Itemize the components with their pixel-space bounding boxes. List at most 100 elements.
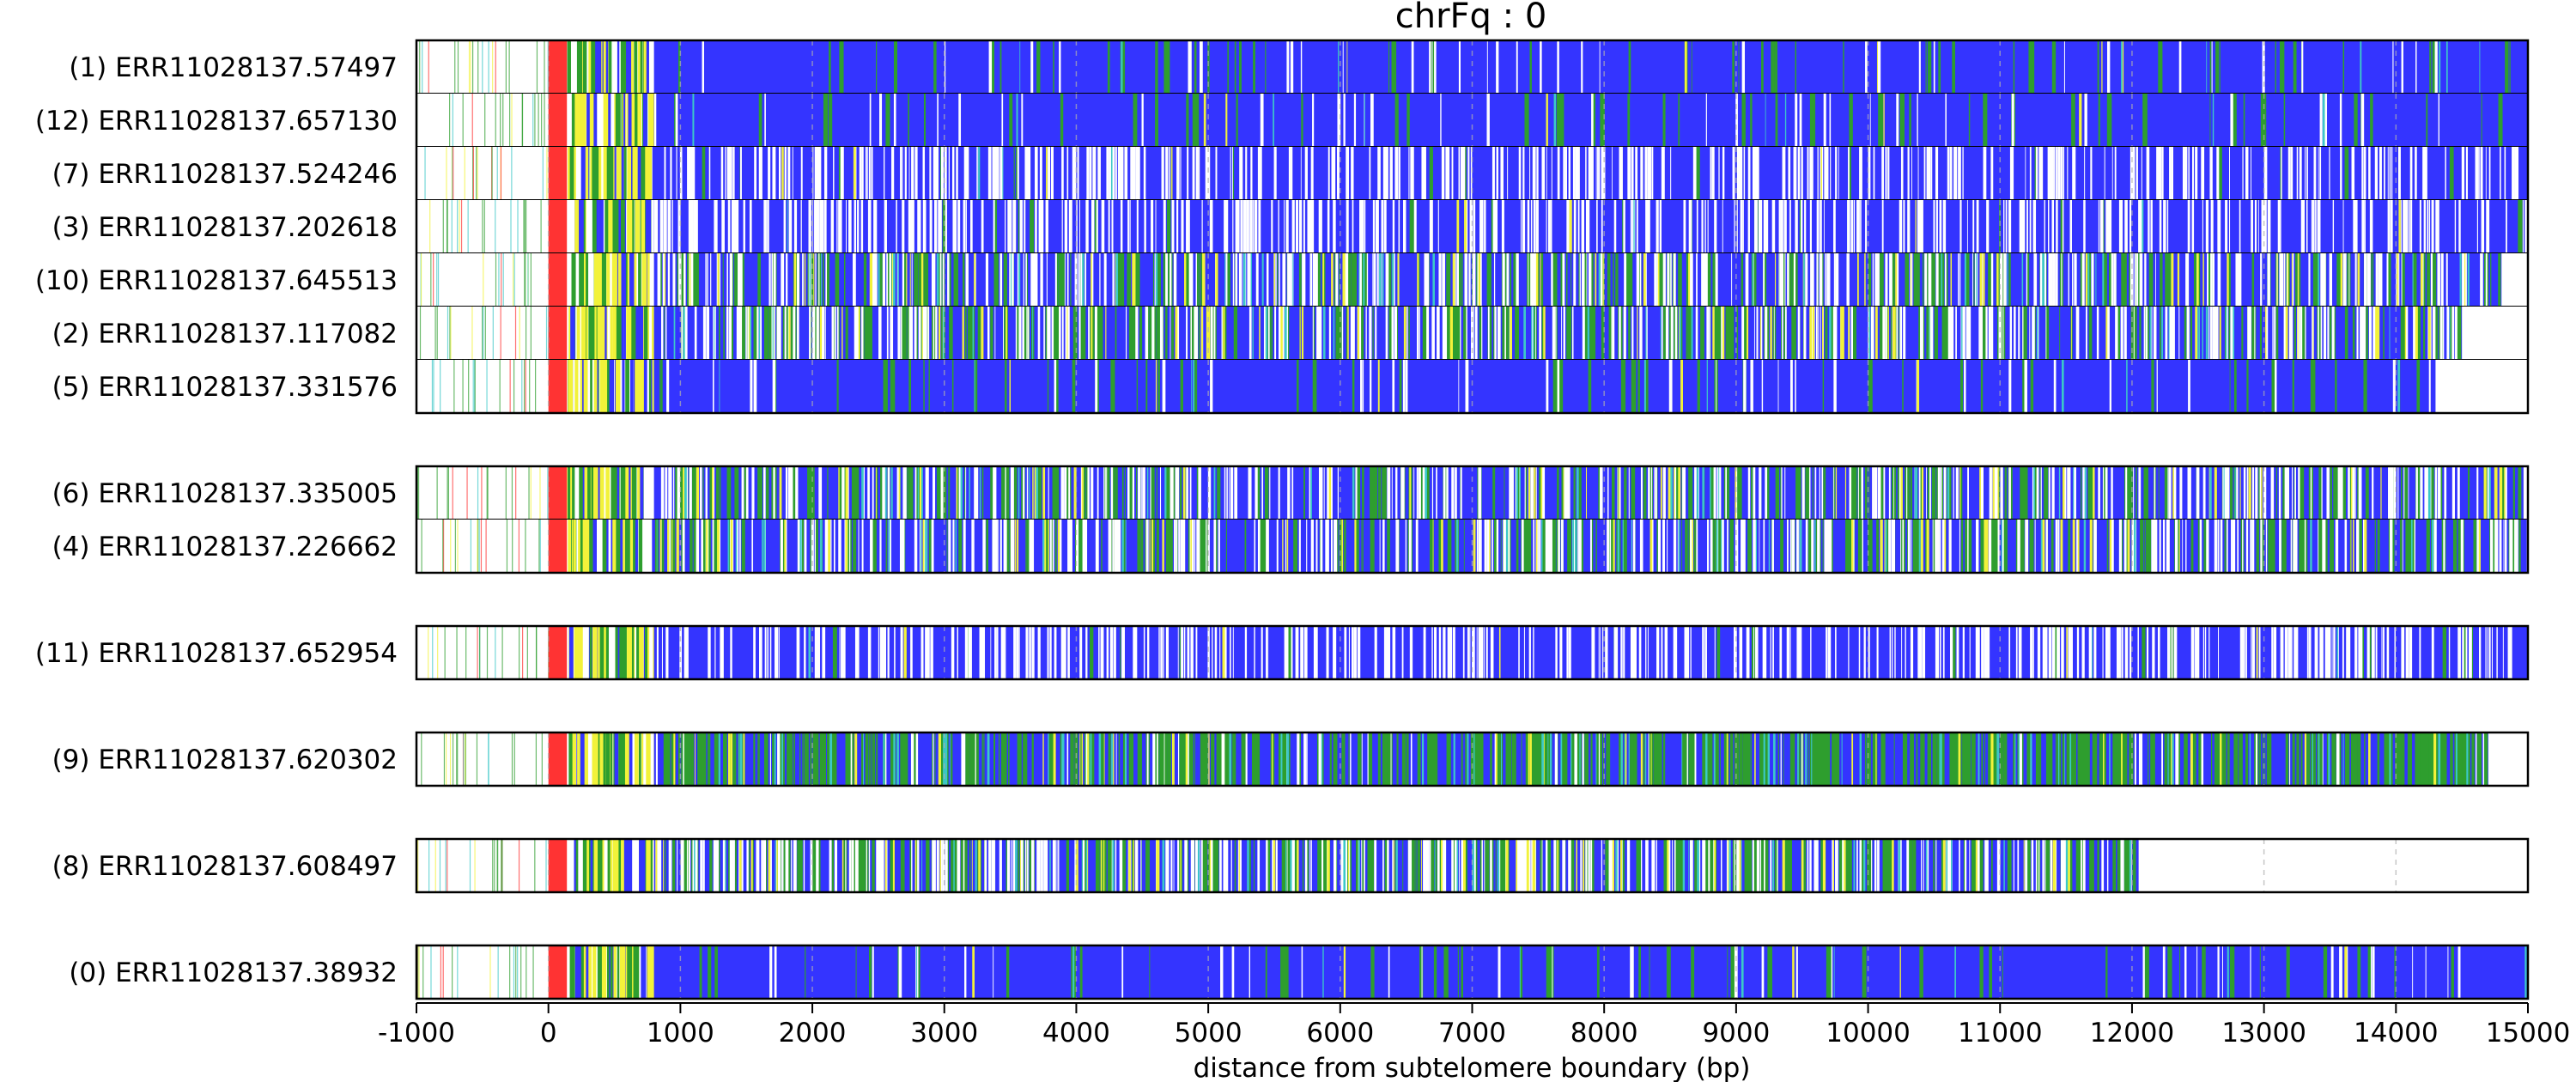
variant-mark-gap xyxy=(1167,147,1169,200)
variant-mark-gap xyxy=(2154,520,2158,573)
variant-mark-gap xyxy=(917,200,919,253)
variant-mark-gap xyxy=(2260,520,2263,573)
variant-mark-gap xyxy=(2214,520,2218,573)
variant-mark-gap xyxy=(1796,520,1799,573)
variant-mark-gap xyxy=(2282,626,2284,679)
variant-mark-gap xyxy=(1431,40,1433,94)
transition-mark xyxy=(617,307,622,360)
variant-mark-green xyxy=(908,360,912,413)
variant-mark-gap xyxy=(2511,626,2512,679)
transition-mark xyxy=(626,307,630,360)
variant-mark-gap xyxy=(2292,253,2294,307)
variant-mark-gap xyxy=(1318,307,1321,360)
variant-mark-gap xyxy=(1941,520,1946,573)
variant-mark-gap xyxy=(1327,147,1330,200)
variant-mark-green xyxy=(1335,307,1340,360)
variant-mark-gap xyxy=(933,307,935,360)
variant-mark-gap xyxy=(1935,200,1938,253)
variant-mark-green xyxy=(660,253,662,307)
variant-mark-gap xyxy=(2056,200,2058,253)
variant-mark-gap xyxy=(1896,94,1899,147)
variant-mark-green xyxy=(2256,520,2260,573)
variant-mark-gap xyxy=(2183,147,2185,200)
variant-mark-gap xyxy=(774,147,776,200)
variant-mark-gap xyxy=(788,466,792,520)
variant-mark-teal xyxy=(1358,253,1360,307)
variant-mark-gap xyxy=(902,200,905,253)
transition-mark xyxy=(603,94,607,147)
variant-mark-gap xyxy=(1698,466,1699,520)
variant-mark-gap xyxy=(1070,520,1072,573)
variant-mark-green xyxy=(1370,520,1374,573)
variant-mark-gap xyxy=(1654,253,1657,307)
variant-mark-gap xyxy=(1401,466,1405,520)
read-label: (7) ERR11028137.524246 xyxy=(52,159,398,190)
variant-mark-gap xyxy=(1108,200,1110,253)
variant-mark-gap xyxy=(1181,200,1184,253)
variant-mark-gap xyxy=(1446,466,1449,520)
variant-mark-gap xyxy=(1520,200,1522,253)
variant-mark-gap xyxy=(1549,520,1552,573)
variant-mark-green xyxy=(2004,466,2008,520)
variant-mark-green xyxy=(885,94,890,147)
variant-mark-gap xyxy=(787,147,791,200)
transition-mark xyxy=(618,200,623,253)
variant-mark-gap xyxy=(1907,200,1911,253)
variant-mark-green xyxy=(1795,40,1796,94)
variant-mark-gap xyxy=(1718,147,1720,200)
variant-mark-gap xyxy=(1703,253,1706,307)
variant-mark-gap xyxy=(2261,200,2265,253)
variant-mark-green xyxy=(757,466,762,520)
variant-mark-gap xyxy=(1416,466,1419,520)
variant-mark-teal xyxy=(2209,466,2212,520)
variant-mark-green xyxy=(1789,253,1791,307)
variant-mark-green xyxy=(1906,466,1910,520)
variant-mark-gap xyxy=(2323,520,2326,573)
variant-mark-green xyxy=(2140,520,2142,573)
variant-mark-green xyxy=(1446,253,1451,307)
variant-mark-gap xyxy=(1705,94,1707,147)
variant-mark-green xyxy=(1681,520,1683,573)
transition-mark xyxy=(619,626,624,679)
transition-mark xyxy=(632,466,637,520)
variant-mark-yellow xyxy=(671,520,673,573)
variant-mark-gap xyxy=(1597,147,1599,200)
variant-mark-gap xyxy=(2305,147,2306,200)
variant-mark-green xyxy=(2059,253,2062,307)
variant-mark-teal xyxy=(750,307,752,360)
variant-mark-gap xyxy=(1673,253,1676,307)
variant-mark-gap xyxy=(1176,307,1180,360)
variant-mark-green xyxy=(1983,307,1986,360)
variant-mark-gap xyxy=(2044,626,2046,679)
variant-mark-gap xyxy=(2188,147,2190,200)
variant-mark-gap xyxy=(2464,253,2467,307)
variant-mark-gap xyxy=(2076,520,2079,573)
subtelomere-mark xyxy=(526,626,528,679)
variant-mark-gap xyxy=(976,147,978,200)
variant-mark-gap xyxy=(1647,626,1649,679)
variant-mark-yellow xyxy=(1857,253,1859,307)
variant-mark-green xyxy=(1775,94,1778,147)
variant-mark-gap xyxy=(1326,520,1329,573)
variant-mark-gap xyxy=(1986,200,1990,253)
transition-mark xyxy=(636,626,641,679)
variant-mark-gap xyxy=(1030,520,1035,573)
variant-mark-gap xyxy=(1555,626,1558,679)
variant-mark-green xyxy=(1050,520,1054,573)
variant-mark-gap xyxy=(2291,466,2293,520)
variant-mark-green xyxy=(1848,520,1852,573)
variant-mark-gap xyxy=(874,200,878,253)
variant-mark-yellow xyxy=(707,520,708,573)
variant-mark-gap xyxy=(831,307,835,360)
variant-mark-gap xyxy=(1066,307,1070,360)
variant-mark-gap xyxy=(1198,147,1200,200)
variant-mark-gap xyxy=(1990,253,1994,307)
variant-mark-gap xyxy=(1118,520,1121,573)
variant-mark-gap xyxy=(879,520,882,573)
variant-mark-green xyxy=(2020,520,2025,573)
variant-mark-green xyxy=(2383,307,2385,360)
variant-mark-gap xyxy=(816,307,819,360)
variant-mark-gap xyxy=(1972,200,1975,253)
variant-mark-gap xyxy=(1540,466,1545,520)
variant-mark-gap xyxy=(1722,147,1725,200)
